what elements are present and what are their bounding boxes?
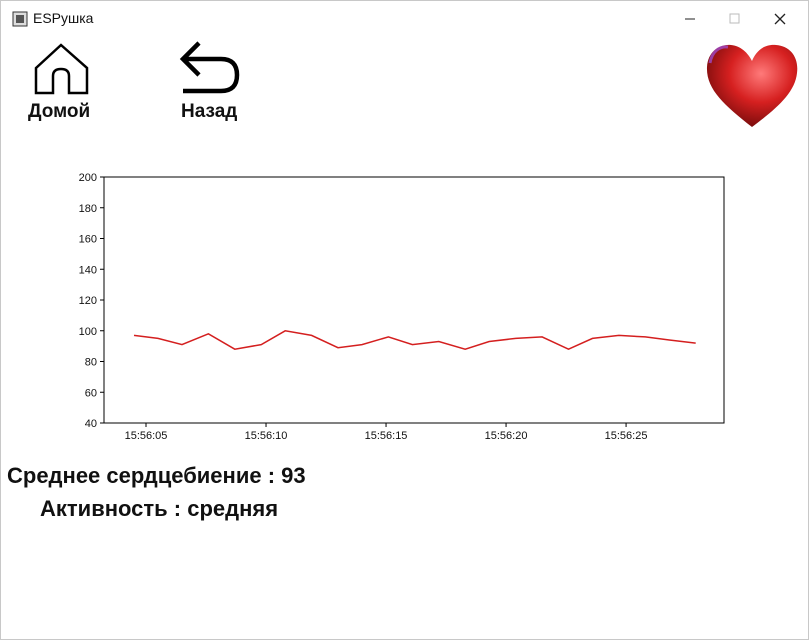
home-icon[interactable]: [33, 42, 91, 96]
heart-rate-line: [133, 330, 696, 351]
plot-area: [103, 176, 725, 424]
x-tick-label: 15:56:05: [125, 430, 168, 442]
y-tick-label: 200: [79, 172, 97, 184]
y-tick-label: 60: [85, 387, 97, 399]
back-icon[interactable]: [177, 39, 243, 97]
y-tick-label: 100: [79, 326, 97, 338]
home-button[interactable]: Домой: [28, 101, 91, 122]
y-tick-label: 140: [79, 264, 97, 276]
activity-level: Активность : средняя: [40, 496, 279, 521]
window-controls[interactable]: [671, 7, 801, 31]
x-tick-label: 15:56:10: [245, 430, 288, 442]
x-tick-label: 15:56:20: [485, 430, 528, 442]
average-heart-rate: Среднее сердцебиение : 93: [7, 463, 306, 488]
heart-image: [706, 44, 798, 127]
window-title: ESPушка: [33, 10, 94, 26]
y-tick-label: 80: [85, 357, 97, 369]
y-tick-label: 180: [79, 203, 97, 215]
y-tick-label: 160: [79, 234, 97, 246]
x-tick-label: 15:56:15: [365, 430, 408, 442]
back-button[interactable]: Назад: [181, 101, 238, 122]
y-tick-label: 120: [79, 295, 97, 307]
close-button[interactable]: [774, 13, 786, 25]
y-tick-label: 40: [85, 418, 97, 430]
heart-rate-chart: 40 60 80 100 120 140 160 180 200 15:56:05 15:56:10…: [79, 172, 725, 442]
maximize-button[interactable]: [729, 13, 740, 24]
x-tick-label: 15:56:25: [605, 430, 648, 442]
app-icon: [12, 11, 28, 27]
